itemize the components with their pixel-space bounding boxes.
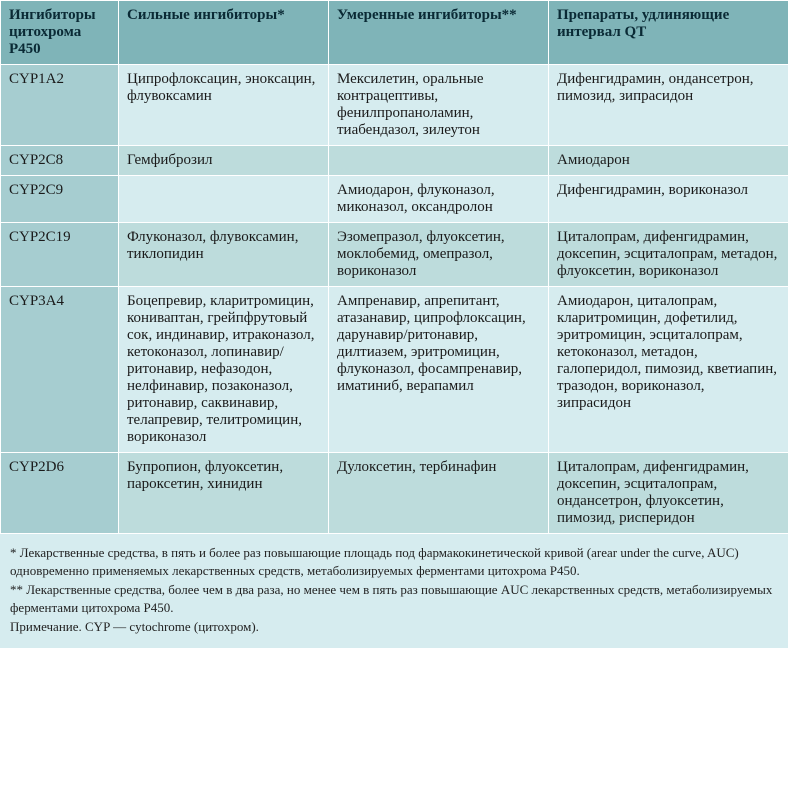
table-row: CYP2C19Флуконазол, флувоксамин, тиклопид…: [1, 223, 788, 287]
table-row: CYP1A2Ципрофлоксацин, эноксацин, флувокс…: [1, 65, 788, 146]
cell-qt: Циталопрам, дифенгидрамин, доксепин, эсц…: [549, 453, 788, 534]
cell-moderate: Дулоксетин, тербинафин: [329, 453, 549, 534]
cell-strong: Флуконазол, флувоксамин, тиклопидин: [119, 223, 329, 287]
cell-strong: Бупропион, флуоксетин, пароксетин, хинид…: [119, 453, 329, 534]
cell-moderate: [329, 146, 549, 176]
cell-cyp: CYP2C19: [1, 223, 119, 287]
cell-qt: Дифенгидрамин, вориконазол: [549, 176, 788, 223]
col-header-cyp: Ингибиторы цитохрома Р450: [1, 1, 119, 65]
cell-qt: Амиодарон: [549, 146, 788, 176]
table-row: CYP2C9 Амиодарон, флуконазол, миконазол, …: [1, 176, 788, 223]
cell-qt: Циталопрам, дифенгидрамин, доксепин, эсц…: [549, 223, 788, 287]
cell-moderate: Амиодарон, флуконазол, миконазол, оксанд…: [329, 176, 549, 223]
col-header-qt: Препараты, удлиняющие интервал QT: [549, 1, 788, 65]
cell-cyp: CYP2D6: [1, 453, 119, 534]
footnote-line: Примечание. CYP — cytochrome (цитохром).: [10, 618, 778, 636]
cell-cyp: CYP2C9: [1, 176, 119, 223]
cell-cyp: CYP2C8: [1, 146, 119, 176]
table-row: CYP3A4Боцепревир, кларитромицин, конивап…: [1, 287, 788, 453]
cell-moderate: Эзомепразол, флуоксетин, моклобемид, оме…: [329, 223, 549, 287]
cell-moderate: Ампренавир, апрепитант, атазанавир, ципр…: [329, 287, 549, 453]
cyp-inhibitors-table: Ингибиторы цитохрома Р450 Сильные ингиби…: [0, 0, 788, 534]
table-row: CYP2D6Бупропион, флуоксетин, пароксетин,…: [1, 453, 788, 534]
table-row: CYP2C8Гемфиброзил Амиодарон: [1, 146, 788, 176]
cell-strong: Гемфиброзил: [119, 146, 329, 176]
cell-strong: Ципрофлоксацин, эноксацин, флувоксамин: [119, 65, 329, 146]
cell-qt: Дифенгидрамин, ондансетрон, пимозид, зип…: [549, 65, 788, 146]
cell-qt: Амиодарон, циталопрам, кларитромицин, до…: [549, 287, 788, 453]
footnote-line: ** Лекарственные средства, более чем в д…: [10, 581, 778, 616]
cell-strong: Боцепревир, кларитромицин, кониваптан, г…: [119, 287, 329, 453]
table-header-row: Ингибиторы цитохрома Р450 Сильные ингиби…: [1, 1, 788, 65]
footnotes: * Лекарственные средства, в пять и более…: [0, 534, 788, 648]
cell-moderate: Мексилетин, оральные контрацептивы, фени…: [329, 65, 549, 146]
cell-cyp: CYP3A4: [1, 287, 119, 453]
col-header-strong: Сильные ингибиторы*: [119, 1, 329, 65]
footnote-line: * Лекарственные средства, в пять и более…: [10, 544, 778, 579]
cell-cyp: CYP1A2: [1, 65, 119, 146]
col-header-moderate: Умеренные ингибиторы**: [329, 1, 549, 65]
cell-strong: [119, 176, 329, 223]
table-body: CYP1A2Ципрофлоксацин, эноксацин, флувокс…: [1, 65, 788, 534]
